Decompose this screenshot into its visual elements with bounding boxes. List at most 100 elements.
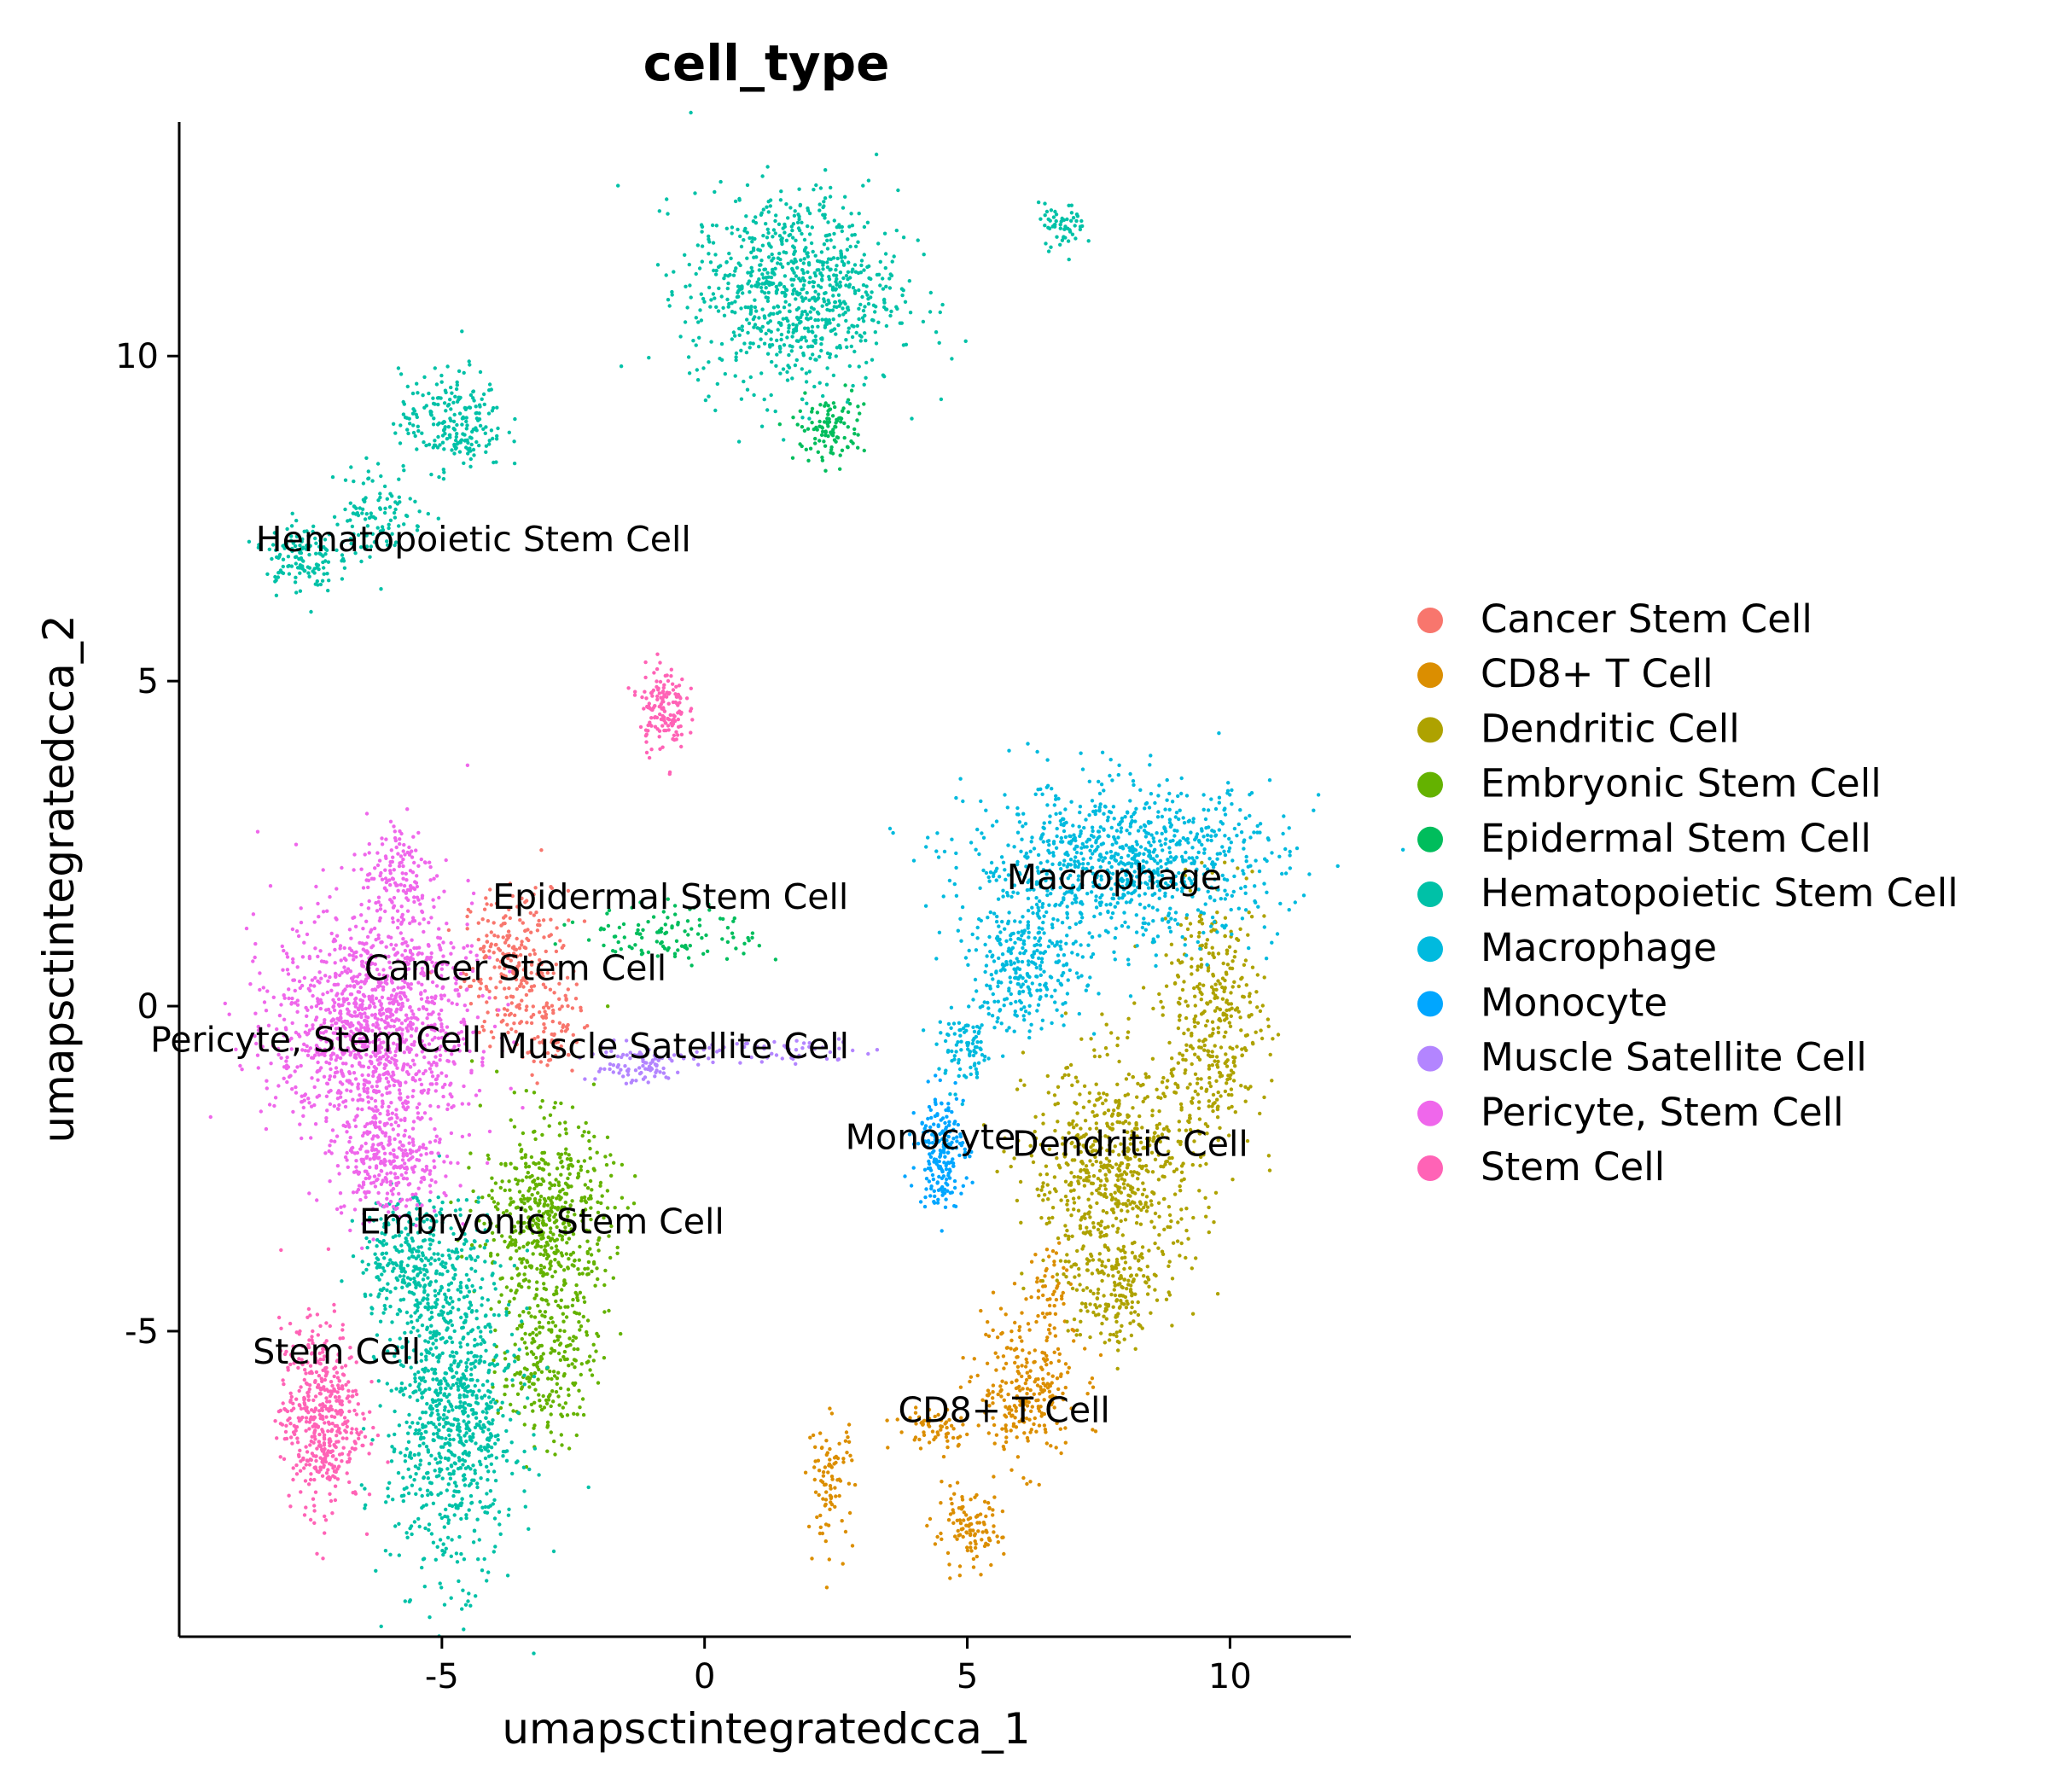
data-point: [1046, 249, 1051, 253]
data-point: [1089, 1254, 1094, 1259]
data-point: [764, 286, 768, 290]
data-point: [602, 943, 606, 948]
data-point: [1058, 1374, 1063, 1379]
data-point: [782, 250, 786, 254]
data-point: [783, 288, 788, 292]
data-point: [567, 1446, 572, 1451]
data-point: [538, 1194, 544, 1199]
data-point: [533, 1388, 538, 1392]
data-point: [537, 1473, 541, 1477]
data-point: [817, 1469, 822, 1473]
data-point: [948, 1512, 953, 1516]
data-point: [576, 1174, 581, 1178]
data-point: [1119, 1190, 1124, 1195]
data-point: [1015, 1455, 1021, 1459]
data-point: [480, 1277, 485, 1282]
data-point: [1215, 1062, 1219, 1068]
data-point: [515, 967, 520, 971]
data-point: [769, 337, 773, 341]
data-point: [1016, 1371, 1021, 1376]
data-point: [585, 1249, 590, 1254]
data-point: [1057, 1352, 1062, 1357]
data-point: [549, 1412, 553, 1417]
data-point: [555, 1382, 559, 1387]
data-point: [822, 439, 826, 444]
data-point: [449, 1363, 453, 1367]
data-point: [736, 439, 742, 444]
data-point: [1193, 1004, 1198, 1008]
data-point: [1233, 1064, 1237, 1068]
data-point: [785, 369, 789, 375]
data-point: [1226, 1106, 1231, 1110]
data-point: [605, 1189, 610, 1193]
data-point: [1179, 1217, 1184, 1221]
data-point: [666, 298, 671, 302]
data-point: [488, 1044, 492, 1049]
data-point: [806, 1524, 812, 1529]
data-point: [747, 321, 752, 326]
data-point: [488, 976, 492, 980]
data-point: [1075, 1328, 1079, 1333]
data-point: [563, 1120, 567, 1125]
data-point: [413, 433, 417, 439]
data-point: [447, 1335, 452, 1340]
data-point: [515, 1182, 520, 1186]
data-point: [566, 1167, 571, 1171]
data-point: [1195, 1081, 1200, 1085]
data-point: [1156, 1201, 1161, 1206]
data-point: [429, 472, 433, 477]
data-point: [641, 928, 645, 933]
data-point: [370, 479, 375, 483]
data-point: [566, 888, 571, 893]
data-point: [525, 1248, 530, 1253]
data-point: [448, 435, 452, 439]
data-point: [477, 1388, 481, 1393]
data-point: [1189, 1044, 1193, 1048]
data-point: [489, 1306, 493, 1312]
data-point: [992, 1524, 996, 1528]
data-point: [862, 224, 867, 230]
data-point: [881, 298, 887, 303]
data-point: [875, 272, 880, 277]
data-point: [591, 1359, 596, 1363]
data-point: [827, 300, 831, 305]
data-point: [1044, 1441, 1050, 1446]
data-point: [565, 1157, 570, 1161]
data-point: [823, 401, 828, 405]
data-point: [705, 949, 710, 954]
data-point: [670, 289, 674, 294]
data-point: [687, 262, 691, 267]
data-point: [838, 271, 843, 275]
data-point: [1247, 1015, 1252, 1019]
data-point: [1215, 1115, 1220, 1120]
data-point: [638, 932, 643, 936]
data-point: [807, 232, 812, 236]
data-point: [1048, 218, 1052, 223]
data-point: [539, 848, 544, 852]
data-point: [845, 247, 850, 252]
data-point: [791, 261, 796, 265]
data-point: [478, 369, 483, 375]
data-point: [916, 238, 920, 242]
data-point: [482, 907, 487, 911]
data-point: [1074, 212, 1079, 217]
data-point: [1122, 1337, 1126, 1341]
data-point: [541, 982, 546, 986]
data-point: [1123, 1250, 1127, 1254]
data-point: [541, 1158, 545, 1162]
data-point: [479, 1354, 483, 1359]
data-point: [548, 987, 553, 992]
data-point: [838, 453, 842, 457]
data-point: [958, 1385, 963, 1389]
data-point: [892, 254, 896, 259]
data-point: [716, 265, 721, 270]
data-point: [1034, 1319, 1039, 1324]
data-point: [928, 1417, 932, 1421]
data-point: [546, 1320, 551, 1325]
data-point: [885, 1418, 889, 1423]
data-point: [742, 379, 746, 384]
data-point: [567, 1172, 572, 1177]
data-point: [1014, 1409, 1019, 1413]
data-point: [817, 292, 821, 297]
data-point: [395, 1312, 400, 1317]
